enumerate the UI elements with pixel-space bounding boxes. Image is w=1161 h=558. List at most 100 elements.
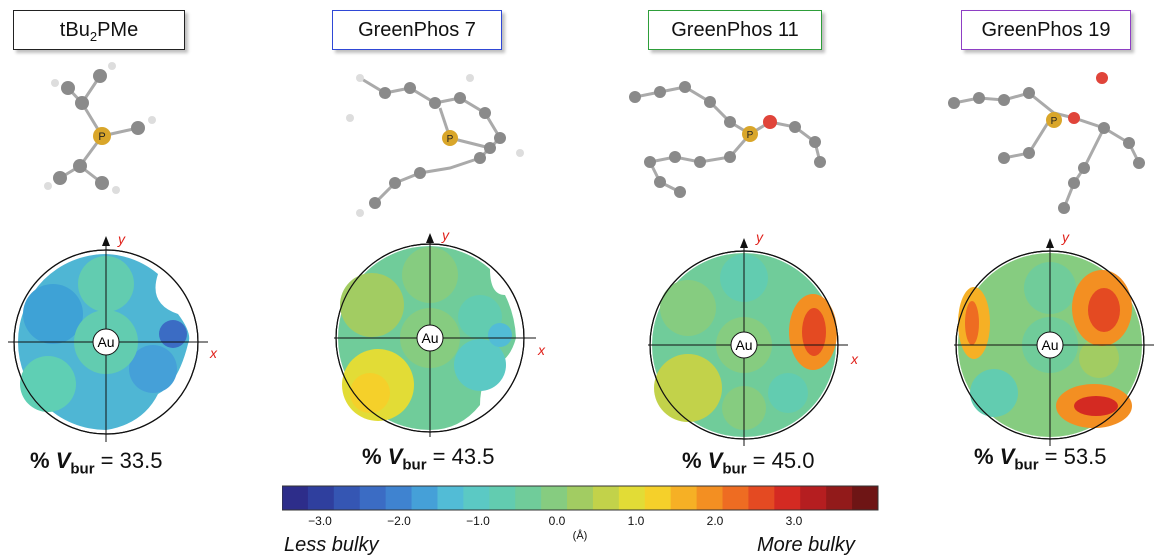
- vbur-number: 45.0: [771, 448, 815, 473]
- ligand-name-tail: PMe: [97, 19, 139, 41]
- oxygen-atom: [1068, 112, 1080, 124]
- colorbar-segment: [359, 486, 387, 510]
- panel-greenphos-7: GreenPhos 7 P Au y x % Vbur =: [300, 0, 560, 480]
- x-axis-label: x: [537, 342, 546, 358]
- vbur-subscript: bur: [722, 460, 747, 478]
- steric-map: Au y: [954, 229, 1154, 446]
- vbur-value: % Vbur = 53.5: [974, 444, 1106, 473]
- colorbar-gradient: [282, 485, 879, 511]
- y-axis-label: y: [1061, 229, 1070, 245]
- colorbar-tick-label: 0.0: [548, 514, 566, 528]
- molecule-structure: P: [948, 72, 1145, 214]
- ligand-subscript: 2: [89, 29, 98, 44]
- vbur-number: 53.5: [1063, 444, 1107, 469]
- vbur-symbol: V: [387, 444, 403, 469]
- colorbar-segment: [333, 486, 361, 510]
- oxygen-atom: [1096, 72, 1108, 84]
- phosphorus-label: P: [1051, 116, 1058, 127]
- molecule-structure: P: [346, 74, 524, 217]
- ligand-name: GreenPhos 11: [671, 19, 799, 41]
- au-label: Au: [97, 334, 114, 350]
- colorbar-segment: [489, 486, 516, 510]
- steric-map: Au y x: [334, 227, 546, 437]
- colorbar-segment: [411, 486, 438, 510]
- colorbar-segment: [748, 486, 775, 510]
- x-axis-label: x: [850, 351, 859, 367]
- ligand-name: GreenPhos 7: [358, 19, 476, 41]
- x-axis-label: x: [209, 345, 218, 361]
- colorbar-segment: [852, 486, 879, 510]
- steric-map: Au y x: [648, 229, 859, 446]
- colorbar-tick-label: 3.0: [785, 514, 803, 528]
- vbur-percent: %: [974, 444, 994, 469]
- vbur-equals: =: [432, 444, 446, 469]
- vbur-value: % Vbur = 45.0: [682, 448, 814, 477]
- colorbar-segment: [567, 486, 594, 510]
- colorbar-segment: [541, 486, 568, 510]
- molecule-structure: P: [44, 62, 156, 194]
- colorbar-tick-label: −2.0: [387, 514, 411, 528]
- y-axis-label: y: [755, 229, 764, 245]
- vbur-equals: =: [1044, 444, 1058, 469]
- less-bulky-label: Less bulky: [284, 534, 379, 556]
- vbur-subscript: bur: [1014, 456, 1039, 474]
- panel-greenphos-11: GreenPhos 11 P Au y x % Vbur: [620, 0, 880, 480]
- colorbar-segment: [800, 486, 827, 510]
- colorbar-segment: [463, 486, 490, 510]
- vbur-percent: %: [362, 444, 382, 469]
- steric-map: Au y x: [8, 234, 218, 442]
- colorbar-segment: [618, 486, 646, 510]
- panel-greenphos-19: GreenPhos 19 P Au y % V: [930, 0, 1161, 480]
- vbur-number: 33.5: [119, 448, 163, 473]
- molecule-structure: P: [629, 81, 826, 198]
- more-bulky-label: More bulky: [757, 534, 855, 556]
- phosphorus-atom: [442, 130, 458, 146]
- au-label: Au: [421, 330, 438, 346]
- colorbar-segment: [385, 486, 413, 510]
- phosphorus-atom: [93, 127, 111, 145]
- colorbar-segment: [282, 486, 309, 510]
- phosphorus-atom: [1046, 112, 1062, 128]
- colorbar-tick-label: −1.0: [466, 514, 490, 528]
- colorbar-segment: [437, 486, 464, 510]
- ligand-label: GreenPhos 11: [648, 10, 822, 50]
- y-axis-label: y: [117, 234, 126, 247]
- vbur-symbol: V: [999, 444, 1015, 469]
- ligand-name: tBu: [59, 19, 90, 41]
- colorbar-segment: [515, 486, 542, 510]
- phosphorus-label: P: [447, 134, 454, 145]
- phosphorus-label: P: [98, 131, 105, 143]
- colorbar-segment: [307, 486, 335, 510]
- y-axis-label: y: [441, 227, 450, 243]
- vbur-value: % Vbur = 33.5: [30, 448, 162, 477]
- colorbar: −3.0 −2.0 −1.0 0.0 1.0 2.0 3.0 (Å) Less bulky …: [262, 484, 902, 558]
- colorbar-segment: [670, 486, 698, 510]
- colorbar-border: [282, 485, 879, 511]
- ligand-label: GreenPhos 19: [961, 10, 1131, 50]
- au-label: Au: [735, 337, 752, 353]
- colorbar-segment: [592, 486, 620, 510]
- colorbar-segment: [722, 486, 749, 510]
- vbur-subscript: bur: [70, 460, 95, 478]
- colorbar-tick-label: 2.0: [706, 514, 724, 528]
- ligand-label: tBu2PMe: [13, 10, 185, 50]
- ligand-name: GreenPhos 19: [981, 19, 1111, 41]
- vbur-equals: =: [100, 448, 114, 473]
- colorbar-tick-label: −3.0: [308, 514, 332, 528]
- vbur-subscript: bur: [402, 456, 427, 474]
- colorbar-unit: (Å): [572, 530, 588, 542]
- colorbar-segment: [774, 486, 801, 510]
- vbur-symbol: V: [707, 448, 723, 473]
- vbur-number: 43.5: [451, 444, 495, 469]
- phosphorus-label: P: [747, 130, 754, 141]
- ligand-label: GreenPhos 7: [332, 10, 502, 50]
- colorbar-segment: [644, 486, 672, 510]
- vbur-percent: %: [30, 448, 50, 473]
- phosphorus-atom: [742, 126, 758, 142]
- vbur-symbol: V: [55, 448, 71, 473]
- colorbar-segment: [826, 486, 853, 510]
- panel-tbu2pme: tBu2PMe P Au y x % Vbur =: [0, 0, 260, 480]
- colorbar-segment: [696, 486, 724, 510]
- vbur-value: % Vbur = 43.5: [362, 444, 494, 473]
- colorbar-tick-label: 1.0: [627, 514, 645, 528]
